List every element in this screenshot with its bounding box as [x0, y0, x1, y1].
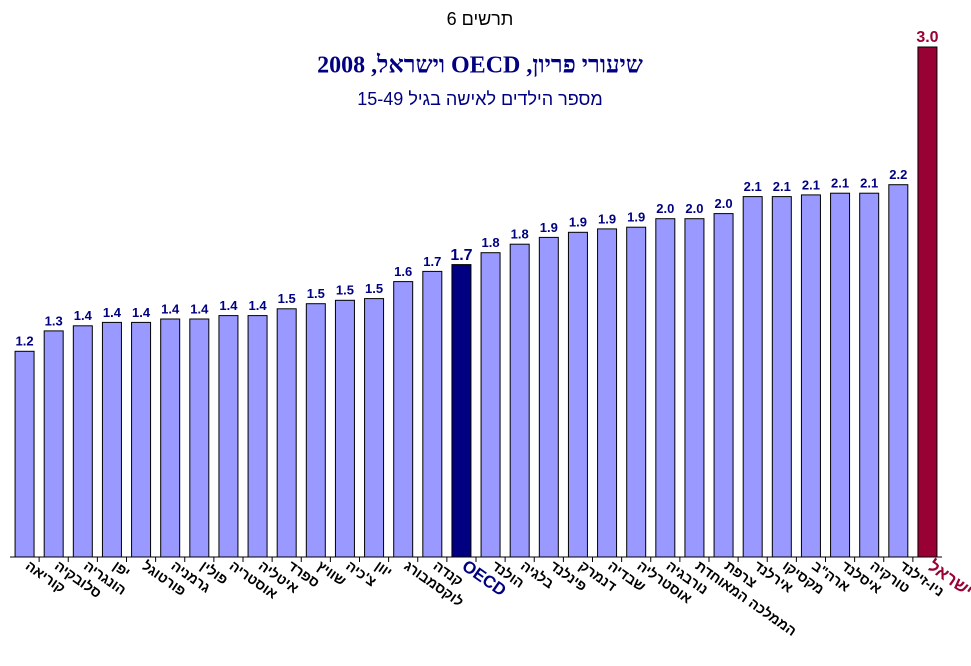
- value-label: 1.4: [103, 305, 122, 320]
- value-label: 1.9: [540, 220, 558, 235]
- value-label: 2.1: [860, 176, 878, 191]
- x-tick-label: יוון: [372, 557, 395, 580]
- bar: [101, 321, 122, 558]
- bar: [72, 325, 93, 558]
- bar: [364, 298, 385, 558]
- value-label: 2.0: [715, 196, 733, 211]
- value-label: 1.4: [74, 308, 93, 323]
- value-label: 2.1: [744, 179, 762, 194]
- bar: [859, 192, 880, 558]
- bar: [247, 315, 268, 558]
- value-label: 1.7: [423, 254, 441, 269]
- figure-label: תרשים 6: [447, 9, 514, 29]
- bar: [538, 236, 559, 558]
- value-label: 3.0: [916, 29, 938, 46]
- value-label: 1.9: [569, 215, 587, 230]
- value-label: 1.5: [336, 283, 354, 298]
- value-label: 1.4: [219, 298, 238, 313]
- bar: [305, 303, 326, 558]
- value-label: 2.1: [831, 176, 849, 191]
- bar: [480, 252, 501, 558]
- value-label: 1.8: [511, 227, 529, 242]
- x-tick-label: צ'כיה: [343, 557, 379, 589]
- value-label: 1.3: [45, 313, 63, 328]
- x-tick-label: בלגיה: [518, 557, 557, 591]
- bar: [888, 184, 909, 558]
- bar: [713, 213, 734, 558]
- bar: [43, 330, 64, 558]
- value-label: 1.4: [190, 301, 209, 316]
- bar: [160, 318, 181, 558]
- chart-title: שיעורי פריון, OECD וישראל, 2008: [317, 53, 643, 79]
- value-label: 1.8: [482, 235, 500, 250]
- bar: [393, 281, 414, 558]
- bar: [422, 270, 443, 558]
- bar: [451, 264, 472, 558]
- bar: [218, 315, 239, 558]
- value-label: 1.6: [394, 264, 412, 279]
- bar: [14, 350, 35, 558]
- bar: [131, 321, 152, 558]
- value-label: 2.2: [889, 167, 907, 182]
- value-label: 1.4: [161, 301, 180, 316]
- value-label: 1.4: [132, 305, 151, 320]
- bar: [917, 46, 938, 558]
- bar: [626, 226, 647, 558]
- bar: [800, 194, 821, 558]
- bar: [742, 196, 763, 558]
- bar: [597, 228, 618, 558]
- value-label: 2.0: [656, 201, 674, 216]
- bar: [334, 299, 355, 558]
- x-tick-label: שוויץ: [314, 557, 349, 588]
- value-label: 1.7: [450, 247, 472, 264]
- chart-subtitle: מספר הילדים לאישה בגיל 15-49: [357, 89, 602, 109]
- value-label: 2.1: [773, 179, 791, 194]
- bar: [567, 231, 588, 558]
- value-label: 1.9: [627, 210, 645, 225]
- bar: [276, 308, 297, 558]
- value-label: 1.2: [16, 334, 34, 349]
- value-label: 1.5: [307, 286, 325, 301]
- bar: [655, 218, 676, 558]
- bar: [771, 196, 792, 558]
- bar: [830, 192, 851, 558]
- value-label: 2.0: [685, 201, 703, 216]
- bar: [509, 243, 530, 558]
- value-label: 1.4: [249, 298, 268, 313]
- bar: [684, 218, 705, 558]
- value-label: 2.1: [802, 177, 820, 192]
- bar: [189, 318, 210, 558]
- value-label: 1.5: [365, 281, 383, 296]
- value-label: 1.9: [598, 211, 616, 226]
- value-label: 1.5: [278, 291, 296, 306]
